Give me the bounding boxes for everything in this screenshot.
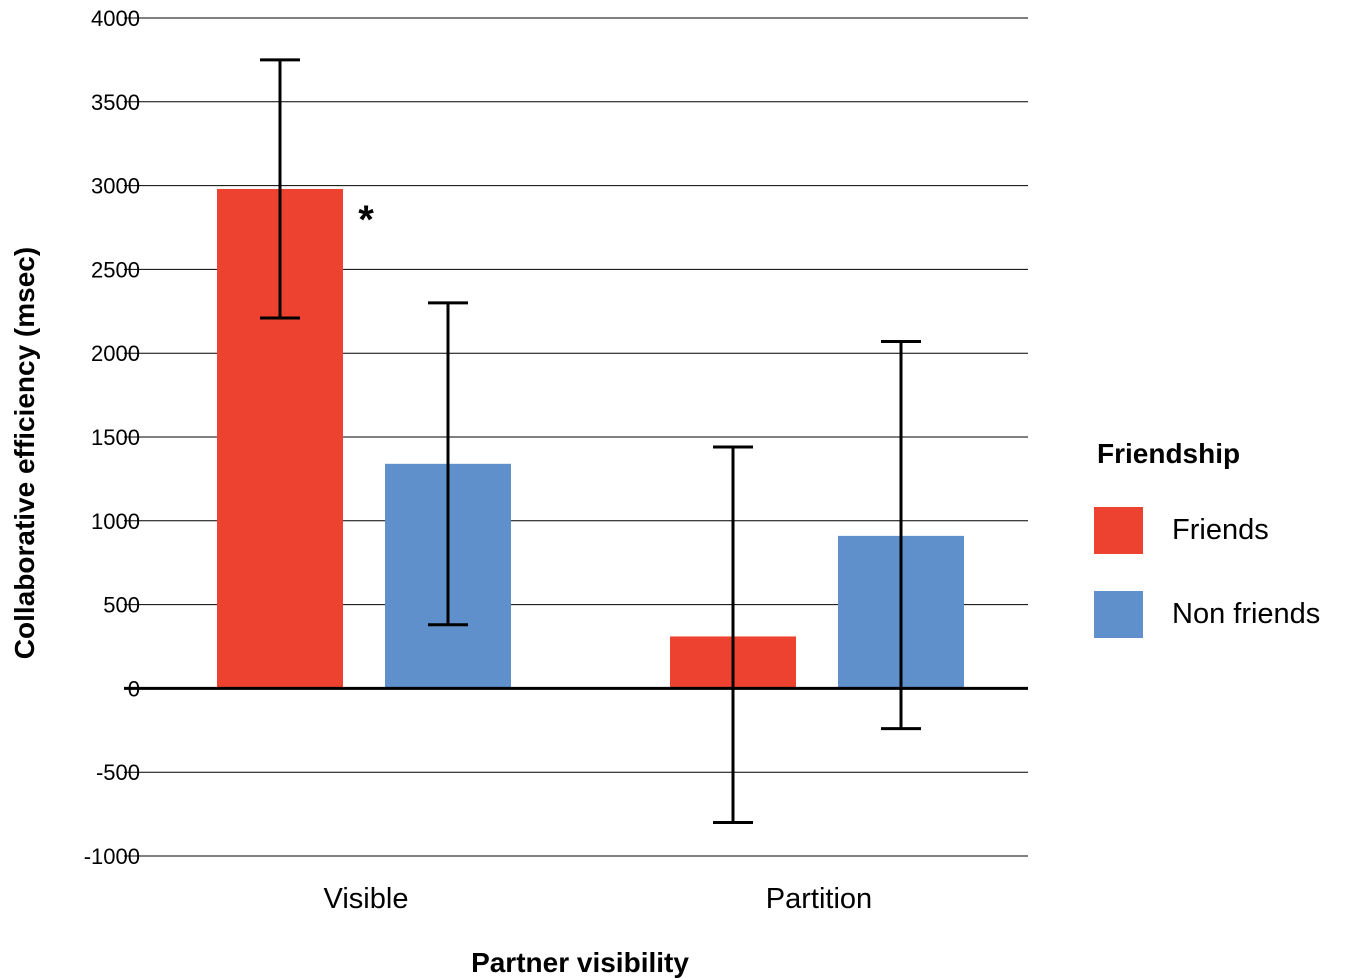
error-bar <box>260 58 300 320</box>
significance-marker: * <box>358 198 374 242</box>
error-bar <box>428 301 468 627</box>
x-category-label: Partition <box>766 883 872 915</box>
legend: Friendship Friends Non friends <box>1094 438 1320 638</box>
legend-item: Friends <box>1094 507 1269 554</box>
y-tick-label: 2000 <box>91 341 140 366</box>
legend-label: Non friends <box>1172 598 1320 630</box>
y-tick-label: 3000 <box>91 174 140 199</box>
legend-label: Friends <box>1172 514 1269 546</box>
x-axis-category-labels: Visible Partition <box>324 883 873 915</box>
legend-item: Non friends <box>1094 591 1320 638</box>
annotations: * <box>358 198 374 242</box>
error-bars <box>260 58 921 824</box>
y-tick-label: 1500 <box>91 425 140 450</box>
legend-swatch <box>1094 591 1143 638</box>
legend-swatch <box>1094 507 1143 554</box>
legend-title: Friendship <box>1097 438 1240 469</box>
y-axis-tick-labels: -1000-5000500100015002000250030003500400… <box>84 6 140 869</box>
y-tick-label: 500 <box>103 593 140 618</box>
x-axis-title: Partner visibility <box>471 947 689 978</box>
y-tick-label: -500 <box>96 760 140 785</box>
y-tick-label: 3500 <box>91 90 140 115</box>
bars <box>217 188 964 689</box>
x-category-label: Visible <box>324 883 409 915</box>
y-tick-label: 4000 <box>91 6 140 31</box>
error-bar <box>713 445 753 824</box>
y-axis-title: Collaborative efficiency (msec) <box>9 247 40 659</box>
y-tick-label: 2500 <box>91 257 140 282</box>
y-tick-label: 1000 <box>91 509 140 534</box>
y-tick-label: -1000 <box>84 844 140 869</box>
error-bar <box>881 339 921 731</box>
